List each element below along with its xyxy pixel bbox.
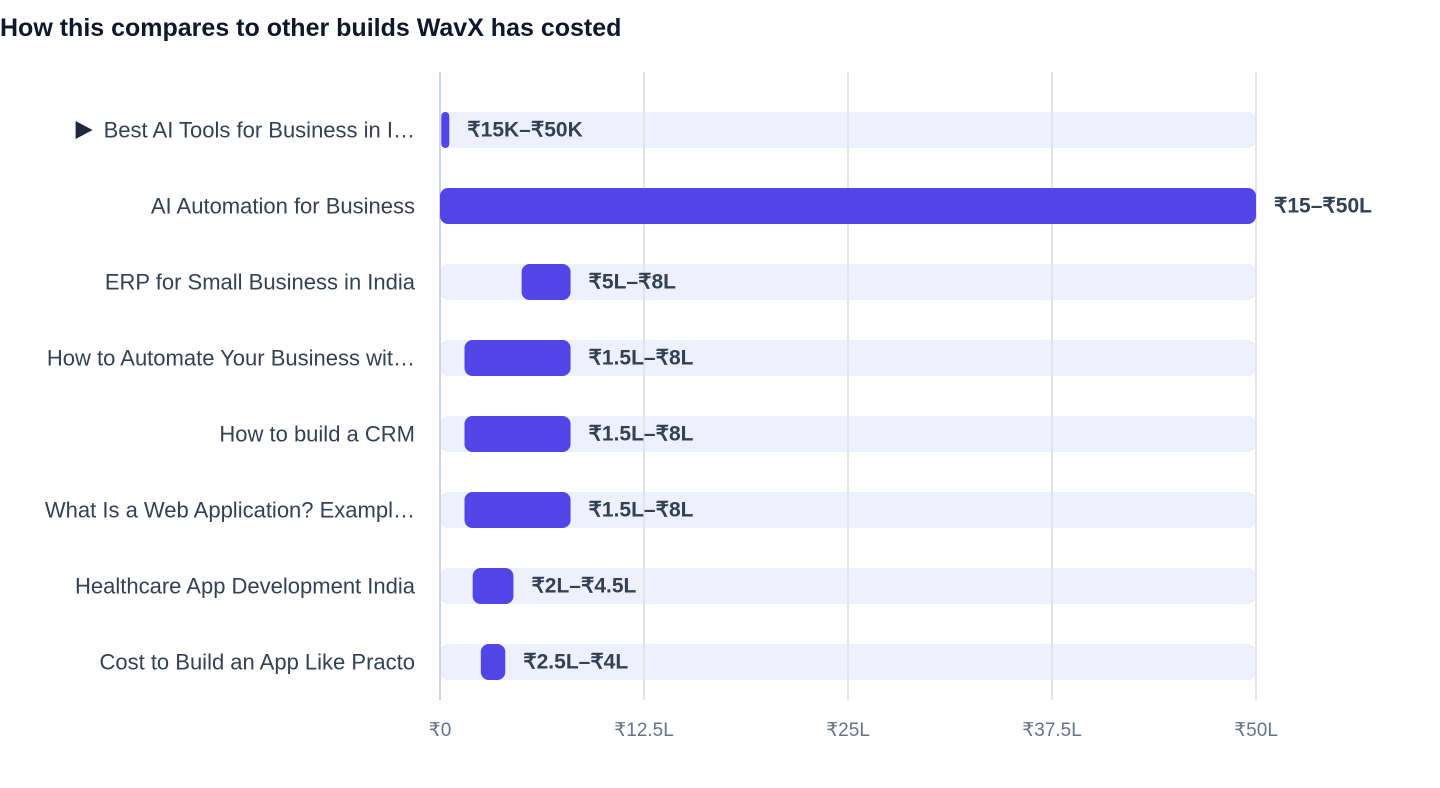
range-bar[interactable]: [472, 568, 514, 604]
bar-value-label: ₹15–₹50L: [1274, 195, 1372, 218]
bar-value-label: ₹2L–₹4.5L: [531, 575, 636, 598]
x-tick-label: ₹12.5L: [614, 720, 674, 741]
category-label: Healthcare App Development India: [75, 574, 416, 599]
range-bar[interactable]: [440, 188, 1256, 224]
x-tick-label: ₹0: [429, 720, 452, 741]
range-bar[interactable]: [521, 264, 571, 300]
bar-value-label: ₹1.5L–₹8L: [589, 347, 694, 370]
x-tick-label: ₹50L: [1234, 720, 1278, 741]
range-bar[interactable]: [441, 112, 450, 148]
range-bar[interactable]: [464, 340, 571, 376]
category-label: How to Automate Your Business wit…: [47, 346, 415, 371]
category-label: AI Automation for Business: [151, 194, 415, 219]
bar-layer: [440, 112, 1256, 680]
chart-title: How this compares to other builds WavX h…: [0, 14, 622, 42]
x-tick-label: ₹25L: [826, 720, 870, 741]
grid-layer: [439, 72, 1257, 700]
x-tick-label: ₹37.5L: [1022, 720, 1082, 741]
bar-value-label: ₹1.5L–₹8L: [589, 423, 694, 446]
range-bar[interactable]: [480, 644, 506, 680]
bar-value-label: ₹5L–₹8L: [589, 271, 677, 294]
expand-triangle-icon[interactable]: [75, 121, 93, 139]
category-label[interactable]: Best AI Tools for Business in I…: [104, 118, 415, 143]
range-bar[interactable]: [464, 492, 571, 528]
bar-value-label: ₹1.5L–₹8L: [589, 499, 694, 522]
range-bar[interactable]: [464, 416, 571, 452]
category-label: How to build a CRM: [219, 422, 415, 447]
category-label: ERP for Small Business in India: [105, 270, 416, 295]
category-label: What Is a Web Application? Exampl…: [45, 498, 415, 523]
category-label: Cost to Build an App Like Practo: [99, 650, 415, 675]
bar-value-label: ₹15K–₹50K: [467, 119, 582, 142]
bar-value-label: ₹2.5L–₹4L: [523, 651, 628, 674]
label-layer: ₹0 ₹12.5L ₹25L ₹37.5L ₹50L ₹15K–₹50K Best AI T…: [45, 118, 1372, 742]
